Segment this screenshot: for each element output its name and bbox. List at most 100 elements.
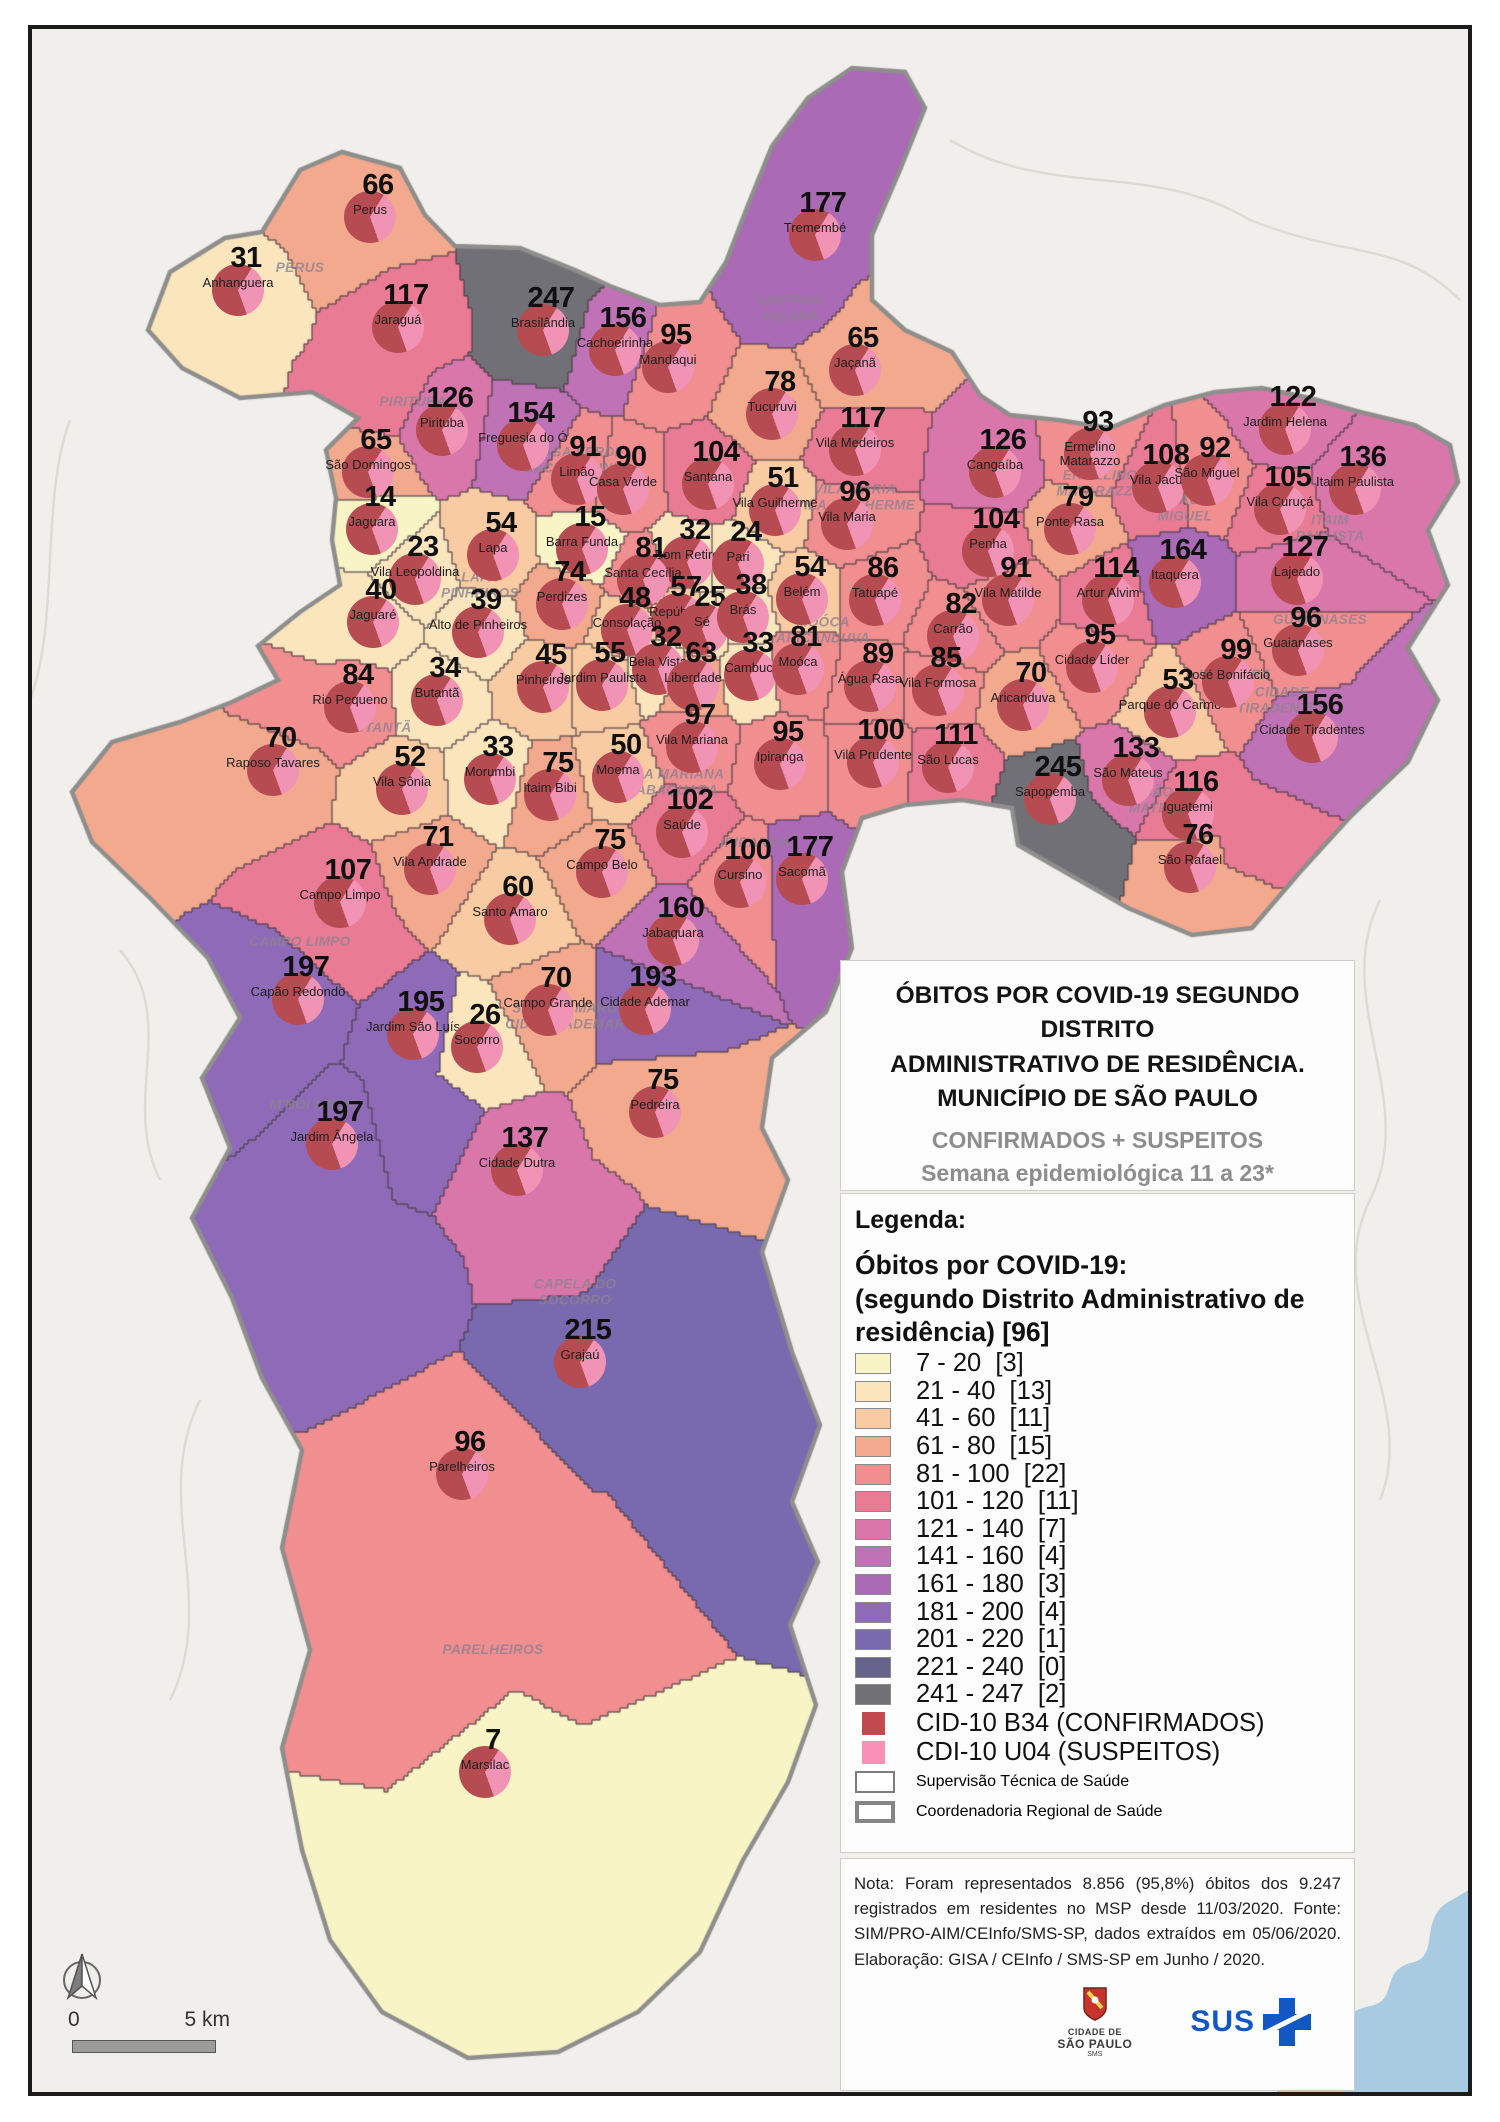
district-death-count: 95 — [772, 716, 804, 748]
legend-class-row: 221 - 240 [0] — [855, 1653, 1346, 1681]
confirmed-suspected-pie-icon — [962, 525, 1014, 577]
legend-title-line1: Óbitos por COVID-19: — [855, 1250, 1128, 1280]
district-name: Pirituba — [419, 415, 465, 430]
confirmed-suspected-pie-icon — [524, 769, 576, 821]
confirmed-suspected-pie-icon — [1329, 463, 1381, 515]
confirmed-suspected-pie-icon — [666, 721, 718, 773]
confirmed-suspected-pie-icon — [451, 1021, 503, 1073]
legend-class-row: 201 - 220 [1] — [855, 1625, 1346, 1654]
legend-class-swatch — [855, 1546, 891, 1568]
district-death-count: 31 — [230, 242, 262, 274]
confirmed-suspected-pie-icon — [536, 578, 588, 630]
district-death-count: 133 — [1112, 732, 1160, 764]
legend-class-row: 141 - 160 [4] — [855, 1542, 1346, 1571]
district-name: Jaguaré — [349, 607, 397, 622]
district-death-count: 45 — [535, 639, 567, 671]
district-name: Aricanduva — [990, 690, 1056, 705]
legend-marker-row: CID-10 B34 (CONFIRMADOS) — [855, 1709, 1346, 1738]
confirmed-suspected-pie-icon — [346, 503, 398, 555]
confirmed-suspected-pie-icon — [789, 209, 841, 261]
district-name: São Lucas — [917, 752, 979, 767]
district-death-count: 195 — [397, 986, 445, 1018]
confirmed-suspected-pie-icon — [969, 446, 1021, 498]
confirmed-suspected-pie-icon — [404, 843, 456, 895]
district-death-count: 85 — [930, 642, 962, 674]
district-name: Jabaquara — [642, 925, 704, 940]
confirmed-suspected-pie-icon — [467, 529, 519, 581]
district-name: Vila Curuçá — [1246, 494, 1314, 509]
district-death-count: 76 — [1182, 819, 1214, 851]
confirmed-suspected-pie-icon — [416, 404, 468, 456]
north-arrow-icon — [63, 1953, 101, 2001]
health-region-label: PIRITUBA — [379, 394, 447, 410]
district-name: Jardim São Luís — [366, 1019, 460, 1034]
legend-boundary-swatch — [855, 1800, 895, 1823]
district-death-count: 51 — [767, 462, 799, 494]
district-name: Artur Alvim — [1076, 585, 1140, 600]
district-name: Brasilândia — [510, 315, 576, 330]
legend-class-label: 141 - 160 [4] — [916, 1542, 1067, 1571]
confirmed-suspected-pie-icon — [922, 741, 974, 793]
district-name: São Mateus — [1093, 765, 1163, 780]
district-death-count: 95 — [1084, 619, 1116, 651]
confirmed-suspected-pie-icon — [1181, 454, 1233, 506]
confirmed-suspected-pie-icon — [517, 661, 569, 713]
district-name: Butantã — [414, 685, 460, 700]
district-name: Vila Jacuí — [1129, 472, 1187, 487]
sus-cross-icon — [1263, 1997, 1311, 2046]
district-death-count: 48 — [619, 582, 651, 614]
district-name: Bom Retiro — [654, 547, 720, 562]
district-name: Tatuapé — [851, 585, 899, 600]
district-death-count: 247 — [527, 282, 575, 314]
confirmed-suspected-pie-icon — [1272, 624, 1324, 676]
confirmed-suspected-pie-icon — [997, 679, 1049, 731]
legend-class-row: 41 - 60 [11] — [855, 1404, 1346, 1433]
district-death-count: 156 — [1296, 689, 1344, 721]
district-death-count: 70 — [1015, 657, 1047, 689]
district-death-count: 84 — [342, 659, 374, 691]
district-name: Vila Maria — [818, 509, 876, 524]
health-region-label: ITAIM PAULISTA — [1295, 512, 1365, 543]
district-death-count: 108 — [1142, 439, 1190, 471]
district-name: Carrão — [933, 621, 973, 636]
district-death-count: 95 — [660, 319, 692, 351]
confirmed-suspected-pie-icon — [212, 264, 264, 316]
confirmed-suspected-pie-icon — [589, 324, 641, 376]
confirmed-suspected-pie-icon — [1162, 788, 1214, 840]
note-text: Nota: Foram representados 8.856 (95,8%) … — [854, 1874, 1341, 1969]
confirmed-suspected-pie-icon — [272, 973, 324, 1025]
confirmed-suspected-pie-icon — [1082, 574, 1134, 626]
confirmed-suspected-pie-icon — [597, 463, 649, 515]
legend-class-label: 201 - 220 [1] — [916, 1625, 1067, 1654]
district-death-count: 126 — [426, 382, 474, 414]
district-name: Itaim Bibi — [523, 780, 577, 795]
title-box: ÓBITOS POR COVID-19 SEGUNDO DISTRITO ADM… — [840, 960, 1355, 1219]
district-name: Vila Medeiros — [815, 435, 895, 450]
legend-class-swatch — [855, 1408, 891, 1430]
confirmed-suspected-pie-icon — [452, 606, 504, 658]
confirmed-suspected-pie-icon — [306, 1118, 358, 1170]
district-death-count: 177 — [799, 187, 847, 219]
district-name: Jardim Ângela — [290, 1129, 374, 1144]
district-death-count: 74 — [554, 556, 586, 588]
district-death-count: 65 — [360, 424, 392, 456]
district-death-count: 79 — [1062, 481, 1094, 513]
district-death-count: 160 — [657, 892, 705, 924]
confirmed-suspected-pie-icon — [1271, 553, 1323, 605]
district-name: Rio Pequeno — [312, 692, 388, 707]
district-death-count: 102 — [666, 784, 714, 816]
confirmed-suspected-pie-icon — [912, 664, 964, 716]
legend-class-label: 161 - 180 [3] — [916, 1569, 1067, 1598]
confirmed-suspected-pie-icon — [551, 453, 603, 505]
confirmed-suspected-pie-icon — [576, 659, 628, 711]
confirmed-suspected-pie-icon — [927, 610, 979, 662]
district-death-count: 75 — [594, 824, 626, 856]
district-death-count: 99 — [1220, 634, 1252, 666]
confirmed-suspected-pie-icon — [344, 191, 396, 243]
confirmed-suspected-pie-icon — [347, 596, 399, 648]
district-death-count: 60 — [502, 871, 534, 903]
district-name: Lapa — [478, 540, 508, 555]
district-name: Lajeado — [1273, 564, 1321, 579]
district-name: Pinheiros — [515, 672, 571, 687]
